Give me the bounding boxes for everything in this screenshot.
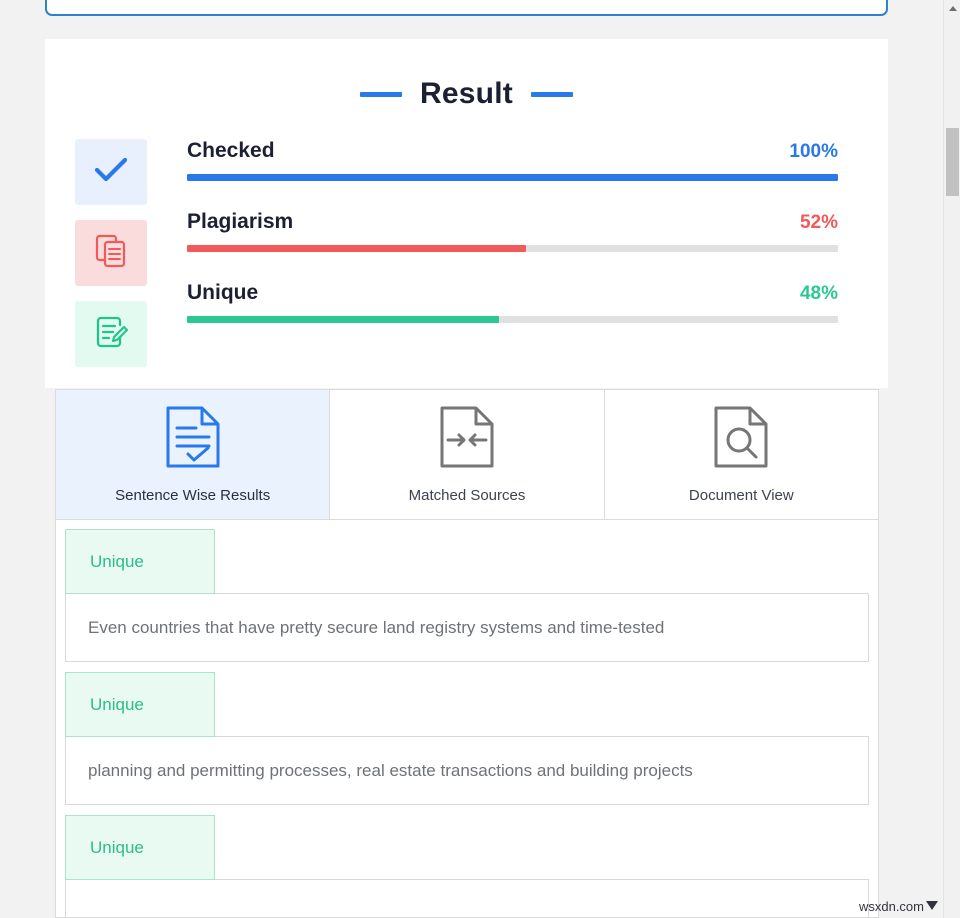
- result-card: Result: [45, 39, 888, 388]
- unique-icon-tile: [75, 301, 147, 367]
- progress-fill: [187, 316, 500, 323]
- progress-track: [187, 174, 838, 181]
- sentence-results-list: Unique Even countries that have pretty s…: [56, 520, 878, 917]
- tab-label: Document View: [688, 486, 794, 504]
- watermark-triangle-icon: [926, 901, 938, 910]
- metric-label: Checked: [187, 139, 275, 162]
- check-icon: [94, 157, 128, 188]
- metric-unique: Unique 48%: [187, 281, 838, 323]
- progress-track: [187, 316, 838, 323]
- document-search-icon: [714, 406, 768, 473]
- results-tab-panel: Sentence Wise Results Matched Sources: [55, 389, 879, 918]
- status-badge[interactable]: Unique: [65, 672, 215, 737]
- vertical-scrollbar[interactable]: [943, 0, 960, 918]
- list-item: Unique: [65, 815, 869, 917]
- sentence-text[interactable]: Even countries that have pretty secure l…: [65, 593, 869, 662]
- copy-documents-icon: [95, 234, 127, 273]
- status-badge[interactable]: Unique: [65, 529, 215, 594]
- scroll-up-arrow-icon[interactable]: [944, 0, 960, 17]
- progress-track: [187, 245, 838, 252]
- tab-document-view[interactable]: Document View: [604, 390, 878, 519]
- sentence-text[interactable]: planning and permitting processes, real …: [65, 736, 869, 805]
- list-item: Unique Even countries that have pretty s…: [65, 529, 869, 662]
- tab-matched-sources[interactable]: Matched Sources: [330, 390, 605, 519]
- text-input-area[interactable]: [45, 0, 888, 16]
- tab-sentence-wise-results[interactable]: Sentence Wise Results: [56, 390, 331, 519]
- metric-plagiarism: Plagiarism 52%: [187, 210, 838, 252]
- result-header: Result: [45, 77, 888, 111]
- tab-label: Sentence Wise Results: [115, 486, 271, 504]
- plagiarism-icon-tile: [75, 220, 147, 286]
- metric-checked: Checked 100%: [187, 139, 838, 181]
- document-arrows-icon: [440, 406, 494, 473]
- metric-value: 52%: [799, 212, 838, 233]
- watermark-label: wsxdn.com: [858, 899, 924, 914]
- checked-icon-tile: [75, 139, 147, 205]
- tab-bar: Sentence Wise Results Matched Sources: [56, 390, 878, 520]
- sentence-text[interactable]: [65, 879, 869, 917]
- scrollbar-thumb[interactable]: [946, 128, 959, 196]
- stats-icon-column: [75, 137, 147, 367]
- watermark: wsxdn.com: [859, 899, 938, 914]
- tab-label: Matched Sources: [408, 486, 526, 504]
- metric-value: 48%: [799, 283, 838, 304]
- metric-value: 100%: [789, 141, 838, 162]
- progress-fill: [187, 174, 838, 181]
- title-rule-right: [530, 91, 573, 97]
- stats-section: Checked 100% Plagiarism 52%: [45, 137, 888, 367]
- status-badge[interactable]: Unique: [65, 815, 215, 880]
- title-rule-left: [360, 91, 403, 97]
- metric-label: Plagiarism: [187, 210, 294, 233]
- progress-fill: [187, 245, 526, 252]
- document-check-icon: [166, 406, 220, 473]
- document-edit-icon: [94, 315, 129, 354]
- metric-label: Unique: [187, 281, 259, 304]
- list-item: Unique planning and permitting processes…: [65, 672, 869, 805]
- stats-bars-column: Checked 100% Plagiarism 52%: [147, 137, 888, 367]
- page-title: Result: [420, 77, 513, 110]
